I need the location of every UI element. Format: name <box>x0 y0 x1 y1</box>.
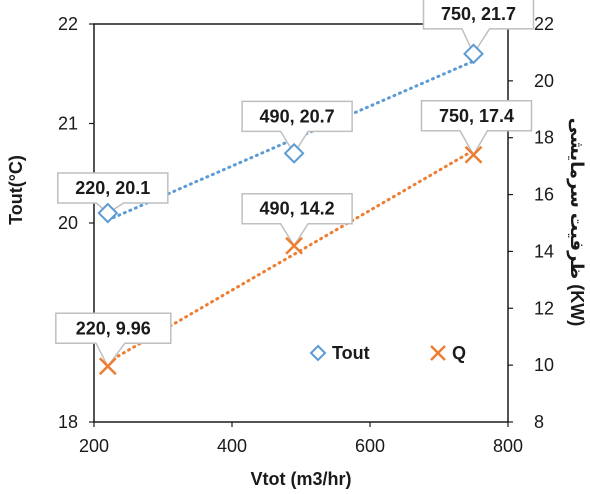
data-markers <box>97 43 484 376</box>
x-tick-label: 800 <box>493 436 523 456</box>
trendline-q <box>106 148 475 364</box>
data-point-tout <box>97 202 119 224</box>
legend-label: Q <box>452 343 466 363</box>
right-y-tick-label: 12 <box>534 298 554 318</box>
callout-box <box>422 0 535 56</box>
data-label: 750, 21.7 <box>441 4 516 24</box>
right-y-axis-ticks: 8 10 12 14 16 18 20 22 <box>508 14 554 432</box>
right-y-axis-title: ظرفیت سرمایشی (KW) <box>566 118 587 326</box>
data-callout: 750, 17.4 <box>420 100 533 157</box>
right-y-tick-label: 20 <box>534 71 554 91</box>
legend-item-q: Q <box>430 343 466 363</box>
right-y-tick-label: 10 <box>534 355 554 375</box>
left-y-tick-label: 22 <box>58 14 78 34</box>
data-callout: 490, 20.7 <box>241 100 353 155</box>
data-callouts: 220, 20.1 490, 20.7 750, 21.7 220, 9.96 490,… <box>55 0 535 368</box>
legend-swatch <box>430 345 446 361</box>
x-tick-label: 400 <box>217 436 247 456</box>
data-callout: 490, 14.2 <box>241 192 353 248</box>
data-label: 220, 20.1 <box>75 178 150 198</box>
x-tick-label: 200 <box>79 436 109 456</box>
data-point-tout <box>463 43 484 65</box>
data-label: 750, 17.4 <box>439 106 514 126</box>
data-label: 490, 14.2 <box>260 199 335 219</box>
x-tick-label: 600 <box>355 436 385 456</box>
callout-box <box>57 172 169 214</box>
data-point-tout <box>283 142 305 164</box>
data-point-q <box>98 357 117 376</box>
data-callout: 220, 9.96 <box>55 312 172 368</box>
right-y-tick-label: 22 <box>534 14 554 34</box>
callout-box <box>55 312 172 368</box>
callout-box <box>241 100 353 155</box>
legend-swatch <box>309 344 327 362</box>
left-y-tick-label: 18 <box>58 412 78 432</box>
right-y-tick-label: 14 <box>534 241 554 261</box>
right-y-tick-label: 18 <box>534 128 554 148</box>
callout-box <box>420 100 533 157</box>
data-callout: 220, 20.1 <box>57 172 169 214</box>
right-y-tick-label: 8 <box>534 412 544 432</box>
callout-box <box>241 192 353 248</box>
legend-item-tout: Tout <box>309 343 370 363</box>
legend-label: Tout <box>332 343 370 363</box>
left-y-axis-title: Tout(°C) <box>6 155 26 225</box>
data-callout: 750, 21.7 <box>422 0 535 56</box>
left-y-axis-ticks: 1819202122 <box>58 14 94 432</box>
x-axis-ticks: 200 400 600 800 <box>79 422 523 456</box>
data-point-q <box>285 236 303 255</box>
left-y-tick-label: 21 <box>58 114 78 134</box>
data-point-q <box>464 145 483 164</box>
data-label: 220, 9.96 <box>76 318 151 338</box>
right-y-tick-label: 16 <box>534 185 554 205</box>
x-axis-title: Vtot (m3/hr) <box>251 469 352 489</box>
data-label: 490, 20.7 <box>260 106 335 126</box>
legend: Tout Q <box>309 343 466 363</box>
left-y-tick-label: 20 <box>58 213 78 233</box>
